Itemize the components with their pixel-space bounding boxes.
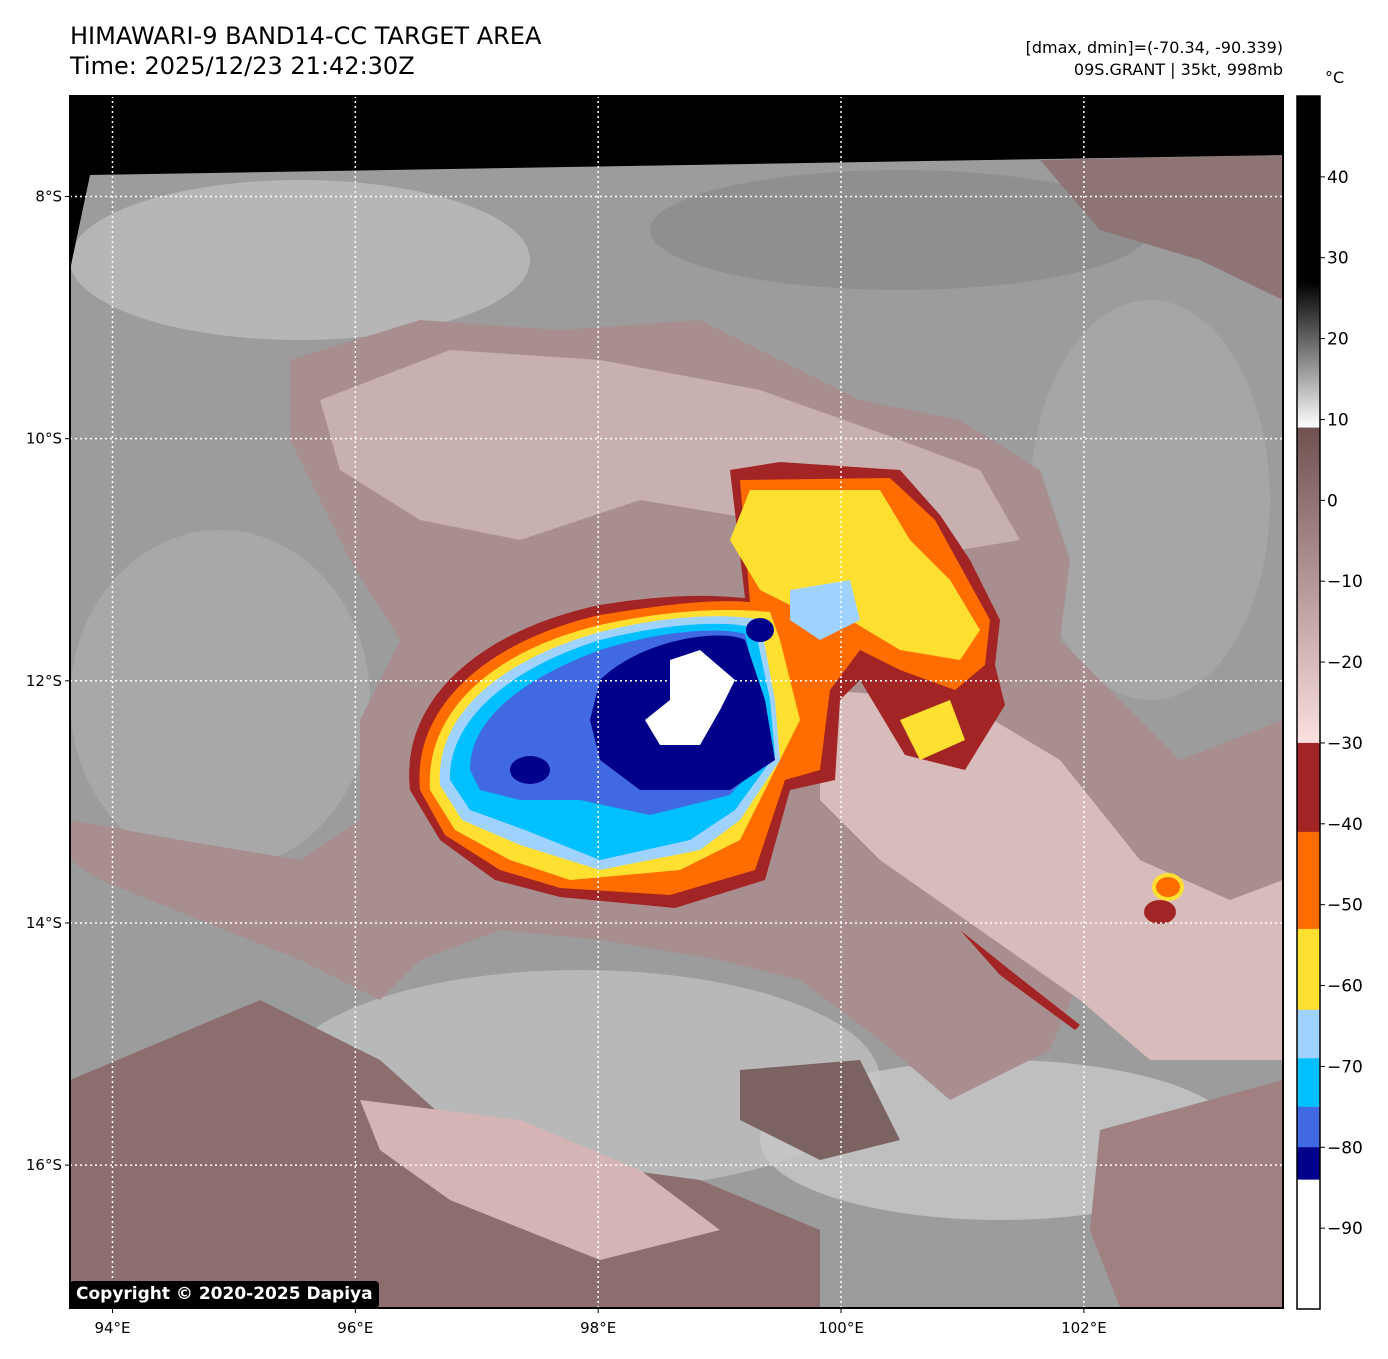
colorbar-tick-label: 30 xyxy=(1327,249,1349,269)
lon-label: 94°E xyxy=(94,1319,130,1337)
colorbar-segment xyxy=(1297,281,1320,429)
plot-frame xyxy=(69,95,1284,1309)
colorbar-tick-label: 0 xyxy=(1327,491,1338,511)
gridlines xyxy=(70,96,1283,1308)
colorbar-tick-label: −90 xyxy=(1327,1219,1363,1239)
colorbar-tick-label: 40 xyxy=(1327,168,1349,188)
no-data-area xyxy=(70,96,1283,270)
colorbar-unit: °C xyxy=(1325,68,1345,87)
cloud-region-pink xyxy=(820,690,1283,1060)
timestamp: Time: 2025/12/23 21:42:30Z xyxy=(70,52,415,80)
cloud-region-brown xyxy=(1040,155,1283,300)
colorbar-tick-label: −40 xyxy=(1327,815,1363,835)
lat-label: 16°S xyxy=(26,1156,62,1174)
lat-label: 10°S xyxy=(26,430,62,448)
cold-streak xyxy=(960,930,1080,1030)
colorbar-segment xyxy=(1297,1106,1320,1148)
colorbar-tick-label: −50 xyxy=(1327,896,1363,916)
cold-top-minus80-spot xyxy=(510,756,550,784)
chart-title: HIMAWARI-9 BAND14-CC TARGET AREA xyxy=(70,22,542,50)
colorbar-segment xyxy=(1297,427,1320,744)
cold-top-minus65-ne xyxy=(790,580,860,640)
lon-label: 102°E xyxy=(1061,1319,1107,1337)
colorbar-segment xyxy=(1297,1179,1320,1310)
lat-label: 12°S xyxy=(26,672,62,690)
colorbar-tick-label: −60 xyxy=(1327,977,1363,997)
lon-label: 98°E xyxy=(580,1319,616,1337)
colorbar-tick-label: 10 xyxy=(1327,410,1349,430)
cold-top-minus60-ne xyxy=(730,490,980,660)
copyright-label: Copyright © 2020-2025 Dapiya xyxy=(70,1281,379,1308)
cloud-region-pink xyxy=(360,1100,720,1260)
cold-top-minus60-e xyxy=(900,700,965,760)
lat-label: 14°S xyxy=(26,914,62,932)
colorbar-tick-label: −80 xyxy=(1327,1138,1363,1158)
lon-label: 100°E xyxy=(818,1319,864,1337)
dmax-dmin-readout: [dmax, dmin]=(-70.34, -90.339) xyxy=(1025,38,1283,57)
cloud-region-brown xyxy=(740,1060,900,1160)
colorbar-segment xyxy=(1297,1009,1320,1059)
colorbar-segment xyxy=(1297,831,1320,930)
cold-top-minus80-spot xyxy=(746,618,774,642)
colorbar-segment xyxy=(1297,1058,1320,1108)
cloud-region-brown xyxy=(1090,1080,1283,1308)
colorbar-tick-label: −10 xyxy=(1327,572,1363,592)
cloud-patch xyxy=(70,530,370,870)
satellite-image xyxy=(70,96,1283,1308)
colorbar-tick-label: −70 xyxy=(1327,1057,1363,1077)
isolated-cell xyxy=(1144,900,1176,924)
colorbar-tick-label: 20 xyxy=(1327,330,1349,350)
colorbar-frame xyxy=(1296,95,1321,1310)
colorbar-tick-label: −30 xyxy=(1327,734,1363,754)
cloud-patch xyxy=(650,170,1150,290)
cold-top-minus85 xyxy=(645,650,735,745)
isolated-cell xyxy=(1152,873,1184,901)
colorbar-segment xyxy=(1297,1147,1320,1181)
colorbar-segment xyxy=(1297,742,1320,833)
axis-labels: 94°E 96°E 98°E 100°E 102°E 8°S 10°S 12°S 14°S 16°… xyxy=(26,187,1107,1337)
colorbar-tick-label: −20 xyxy=(1327,653,1363,673)
storm-info: 09S.GRANT | 35kt, 998mb xyxy=(1073,60,1283,79)
lon-label: 96°E xyxy=(337,1319,373,1337)
colorbar-segment xyxy=(1297,928,1320,1011)
cloud-patch xyxy=(70,180,530,340)
colorbar: 40 30 20 10 0 −10 −20 −30 −40 −50 −60 −70 −80 −90 xyxy=(1297,96,1363,1310)
convective-cluster xyxy=(409,462,1184,1030)
lat-label: 8°S xyxy=(35,187,62,205)
cloud-patch xyxy=(1030,300,1270,700)
colorbar-segment xyxy=(1297,96,1320,283)
